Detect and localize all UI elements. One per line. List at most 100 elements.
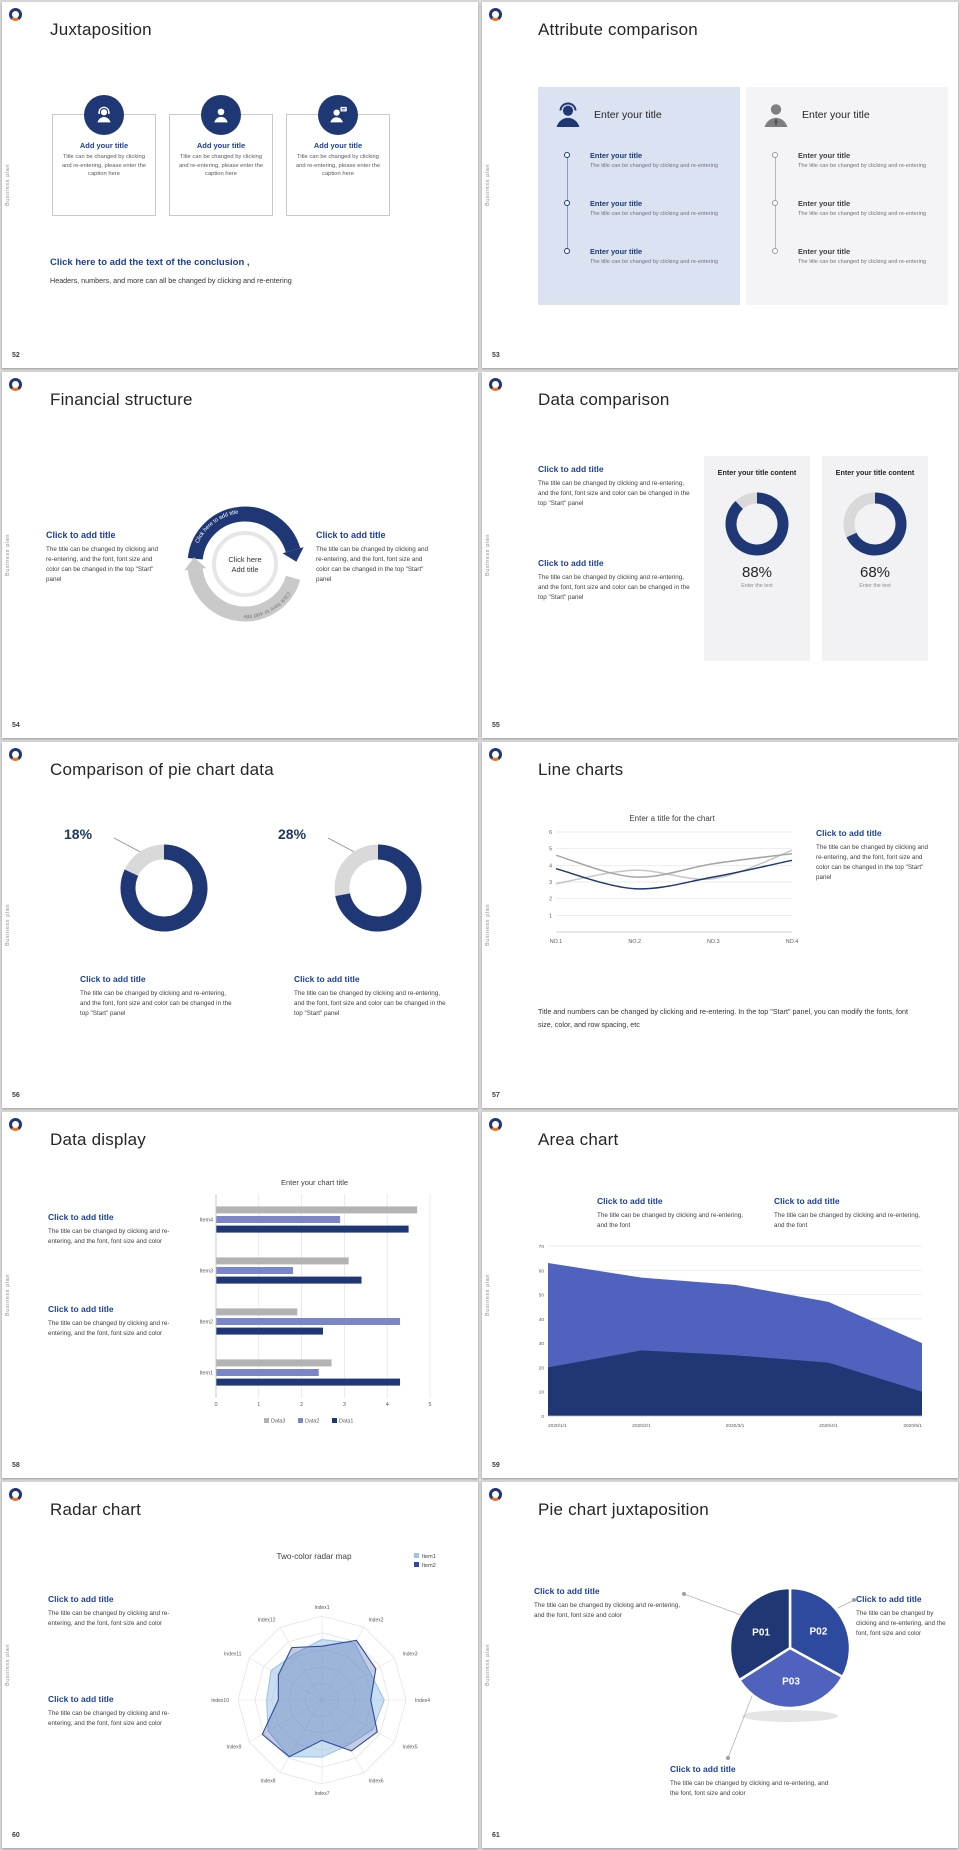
item-caption: The title can be changed by clicking and… (798, 163, 927, 169)
block-body: The title can be changed by clicking and… (316, 546, 429, 584)
slide-58[interactable]: Business plan Data display Click to add … (2, 1112, 478, 1478)
item-caption: The title can be changed by clicking and… (590, 259, 719, 265)
block-body: The title can be changed by clicking and… (538, 480, 690, 508)
block-body: The title can be changed by clicking and… (856, 1610, 946, 1638)
slide-number: 56 (12, 1092, 20, 1099)
brand-logo-icon (489, 8, 502, 21)
svg-text:1: 1 (257, 1402, 260, 1408)
slide-59[interactable]: Business plan Area chart Click to add ti… (482, 1112, 958, 1478)
card-caption: Title can be changed by clicking and re-… (178, 154, 264, 178)
radar-chart: Index1 Index2 Index3 Index4 Index5 Index6 Inde… (211, 1553, 436, 1797)
svg-text:2020/2/1: 2020/2/1 (632, 1423, 651, 1429)
support-agent-icon (84, 95, 124, 135)
block-body: The title can be changed by clicking and… (80, 990, 232, 1018)
svg-text:2020/3/1: 2020/3/1 (726, 1423, 745, 1429)
slide-title: Pie chart juxtaposition (538, 1500, 709, 1519)
block-heading: Click to add title (538, 558, 604, 568)
text-block: Click to add title The title can be chan… (48, 1304, 180, 1339)
timeline-item: Enter your title The title can be change… (564, 151, 730, 170)
svg-text:Item4: Item4 (200, 1218, 213, 1224)
svg-text:40: 40 (539, 1317, 545, 1323)
person-headset-icon (556, 102, 580, 127)
pie-chart: P02 P03 P01 (728, 1586, 852, 1722)
side-label: Business plan (485, 1273, 491, 1317)
timeline-node-icon (772, 200, 778, 206)
comparison-panel-right: Enter your title Enter your title The ti… (746, 87, 948, 305)
brand-logo-icon (9, 1488, 22, 1501)
svg-text:P03: P03 (782, 1676, 800, 1687)
svg-text:Index3: Index3 (403, 1652, 418, 1658)
slide-number: 57 (492, 1092, 500, 1099)
timeline-item: Enter your title The title can be change… (772, 247, 938, 266)
svg-text:NO.3: NO.3 (707, 939, 720, 945)
slide-55[interactable]: Business plan Data comparison Click to a… (482, 372, 958, 738)
card-title: Add your title (196, 141, 246, 150)
svg-text:Data3: Data3 (271, 1419, 285, 1425)
slide-number: 55 (492, 722, 500, 729)
block-heading: Click to add title (316, 530, 386, 540)
svg-text:Item1: Item1 (422, 1554, 436, 1560)
text-block: Click to add title The title can be chan… (534, 1586, 682, 1621)
brand-logo-icon (489, 748, 502, 761)
card-caption: Title can be changed by clicking and re-… (61, 154, 147, 178)
block-heading: Click to add title (294, 974, 360, 984)
brand-logo-icon (9, 1118, 22, 1131)
slide-60[interactable]: Business plan Radar chart Click to add t… (2, 1482, 478, 1848)
block-heading: Click to add title (48, 1212, 114, 1222)
text-block: Click to add title The title can be chan… (597, 1196, 747, 1231)
timeline-item: Enter your title The title can be change… (772, 151, 938, 170)
person-icon (201, 95, 241, 135)
block-body: The title can be changed by clicking and… (48, 1228, 170, 1246)
svg-text:2020/4/1: 2020/4/1 (819, 1423, 838, 1429)
brand-logo-icon (489, 1118, 502, 1131)
slide-57[interactable]: Business plan Line charts Enter a title … (482, 742, 958, 1108)
timeline-node-icon (564, 200, 570, 206)
side-label: Business plan (5, 533, 11, 577)
slide-56[interactable]: Business plan Comparison of pie chart da… (2, 742, 478, 1108)
slide-number: 54 (12, 722, 20, 729)
slide-title: Comparison of pie chart data (50, 760, 274, 779)
text-block: Click to add title The title can be chan… (856, 1594, 950, 1639)
timeline-node-icon (564, 248, 570, 254)
brand-logo-icon (489, 378, 502, 391)
svg-text:5: 5 (429, 1402, 432, 1408)
item-title: Enter your title (590, 151, 643, 160)
svg-text:NO.4: NO.4 (786, 939, 799, 945)
slide-title: Juxtaposition (50, 20, 152, 39)
svg-text:Item2: Item2 (422, 1563, 436, 1569)
brand-logo-icon (9, 8, 22, 21)
bar-chart: 0 1 2 3 4 5 Item1 Item2 Item3 Item4 Data3 Data2 Data… (200, 1194, 432, 1425)
text-block: Click to add title The title can be chan… (316, 530, 436, 585)
item-title: Enter your title (798, 247, 851, 256)
block-body: The title can be changed by clicking and… (538, 574, 690, 602)
percent-callout: 18% (64, 826, 93, 842)
slide-54[interactable]: Business plan Financial structure Click … (2, 372, 478, 738)
svg-text:3: 3 (343, 1402, 346, 1408)
block-body: The title can be changed by clicking and… (816, 844, 929, 882)
kpi-panel: Enter your title content 88% Enter the t… (704, 456, 810, 661)
feature-card: Add your title Title can be changed by c… (286, 95, 390, 216)
slide-52[interactable]: Business plan Juxtaposition Add your tit… (2, 2, 478, 368)
block-heading: Click to add title (597, 1196, 663, 1206)
text-block: Click to add title The title can be chan… (538, 464, 690, 509)
slide-number: 59 (492, 1462, 500, 1469)
item-title: Enter your title (590, 199, 643, 208)
percent-value: 88% (741, 564, 773, 582)
slide-53[interactable]: Business plan Attribute comparison Enter… (482, 2, 958, 368)
card-title: Add your title (79, 141, 129, 150)
card-row: Add your title Title can be changed by c… (52, 95, 390, 216)
donut-chart (725, 492, 789, 556)
item-caption: The title can be changed by clicking and… (798, 211, 927, 217)
block-heading: Click to add title (538, 464, 604, 474)
slide-61[interactable]: Business plan Pie chart juxtaposition P0… (482, 1482, 958, 1848)
donut-chart (113, 837, 208, 932)
svg-text:50: 50 (539, 1293, 545, 1299)
slide-title: Line charts (538, 760, 624, 779)
block-body: The title can be changed by clicking and… (670, 1780, 829, 1798)
svg-text:Index6: Index6 (369, 1779, 384, 1785)
chart-title: Two-color radar map (276, 1552, 352, 1561)
svg-text:10: 10 (539, 1390, 545, 1396)
donut-chart (843, 492, 907, 556)
side-label: Business plan (5, 1273, 11, 1317)
svg-text:2: 2 (300, 1402, 303, 1408)
